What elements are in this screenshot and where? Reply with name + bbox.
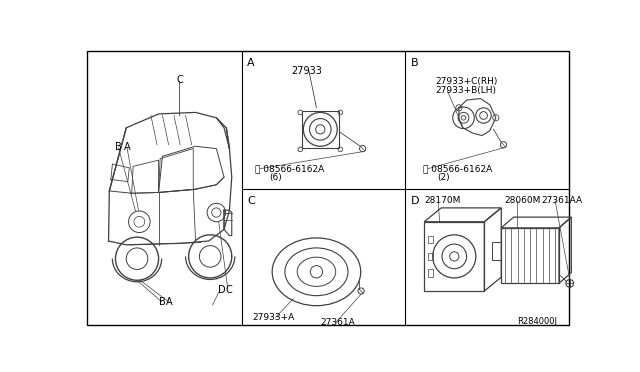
Text: 28060M: 28060M: [504, 196, 541, 205]
Text: 27361A: 27361A: [320, 318, 355, 327]
Text: 28170M: 28170M: [424, 196, 461, 205]
Text: C: C: [176, 76, 183, 86]
Text: 27361AA: 27361AA: [541, 196, 582, 205]
Text: 27933+B(LH): 27933+B(LH): [436, 86, 497, 95]
Bar: [424, 222, 484, 291]
Text: Ⓢ 08566-6162A: Ⓢ 08566-6162A: [422, 164, 492, 173]
Text: B: B: [159, 297, 165, 307]
Text: (6): (6): [269, 173, 282, 182]
Bar: [428, 269, 433, 277]
Text: C: C: [225, 285, 232, 295]
Bar: [302, 111, 339, 148]
Text: (2): (2): [437, 173, 450, 182]
Bar: [428, 235, 433, 243]
Text: B: B: [411, 58, 419, 68]
Text: 27933: 27933: [291, 66, 322, 76]
Text: A: A: [247, 58, 255, 68]
Text: B: B: [115, 142, 122, 153]
Bar: [428, 253, 433, 260]
Text: A: A: [124, 142, 131, 153]
Text: A: A: [166, 297, 173, 307]
Text: 27933+C(RH): 27933+C(RH): [436, 77, 498, 86]
Text: D: D: [218, 285, 225, 295]
Text: D: D: [411, 196, 420, 206]
Text: R284000J: R284000J: [516, 317, 557, 326]
Bar: [492, 242, 501, 260]
Text: C: C: [247, 196, 255, 206]
Text: 27933+A: 27933+A: [253, 312, 295, 322]
Bar: [501, 228, 559, 283]
Text: Ⓢ 08566-6162A: Ⓢ 08566-6162A: [255, 164, 324, 173]
